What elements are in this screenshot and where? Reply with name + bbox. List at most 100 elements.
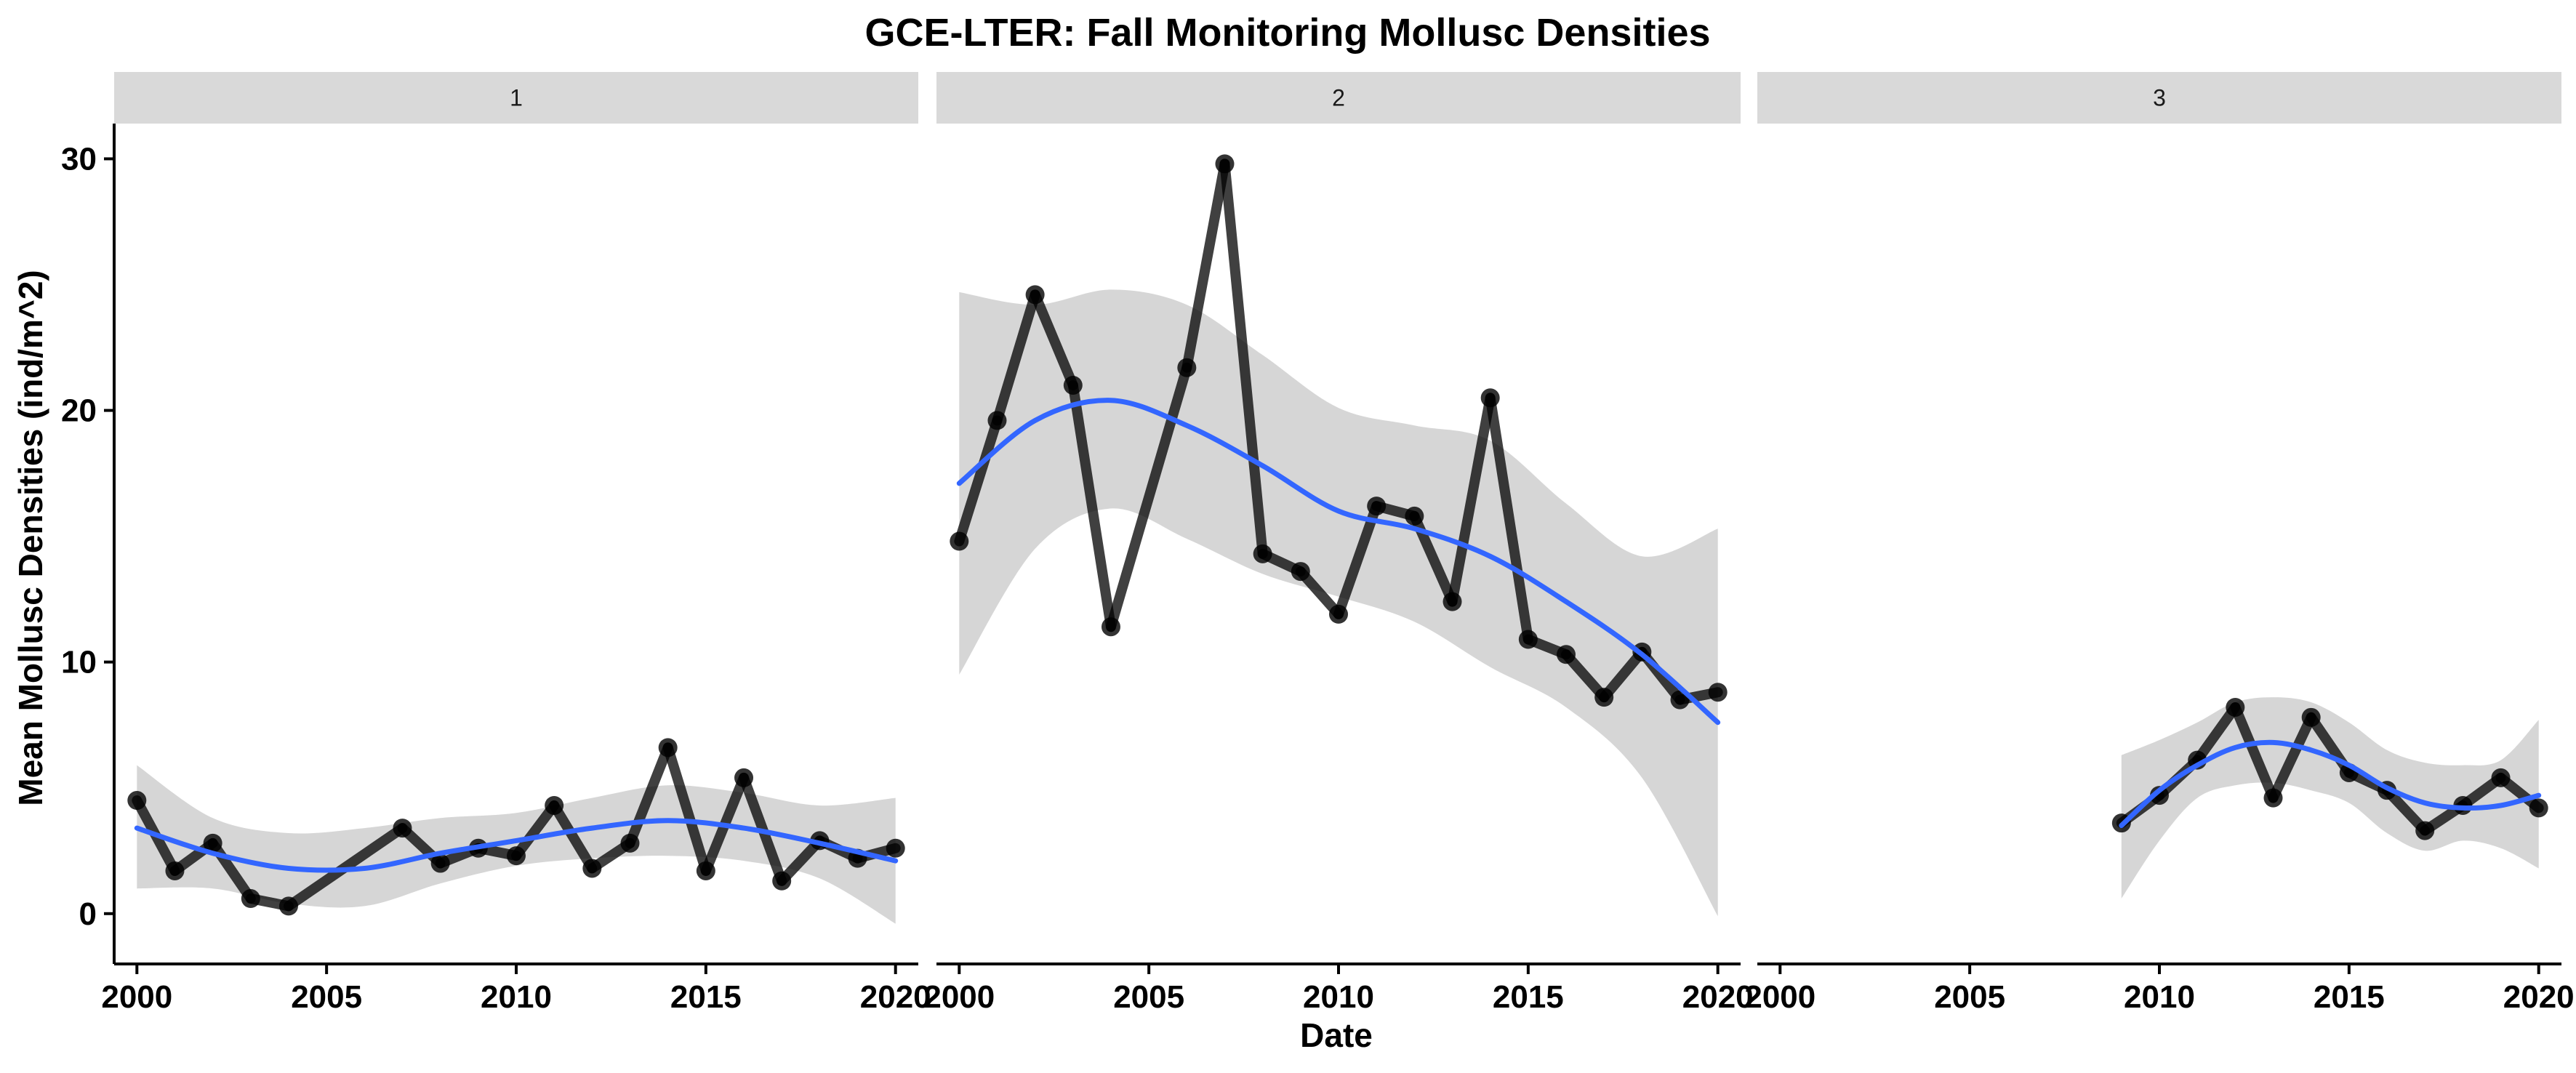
data-point <box>1518 630 1538 649</box>
data-point <box>1480 388 1500 408</box>
data-point <box>165 861 185 880</box>
data-point <box>2415 821 2435 840</box>
data-point <box>241 889 260 909</box>
series-line-segment <box>1219 158 1268 559</box>
data-point <box>734 768 754 787</box>
series-line-segment <box>1295 566 1344 619</box>
data-point <box>772 871 792 891</box>
series-line-segment <box>662 742 711 876</box>
x-tick-label: 2000 <box>1744 979 1815 1015</box>
x-tick-label: 2015 <box>670 979 742 1015</box>
data-point <box>696 861 715 880</box>
facet-strip <box>1757 72 2561 124</box>
x-tick-label: 2020 <box>1682 979 1754 1015</box>
facet-strip-label: 2 <box>1332 85 1345 111</box>
facet-panel-3: 3 2000 2005 2010 2015 2020 <box>1744 72 2575 1015</box>
smooth-trend-line <box>134 818 899 873</box>
data-point <box>987 411 1007 430</box>
series-line-segment <box>625 742 673 848</box>
x-tick-label: 2000 <box>923 979 995 1015</box>
data-point <box>278 896 298 916</box>
data-point <box>1708 683 1728 702</box>
series-line-segment <box>954 415 1003 547</box>
data-point <box>1329 604 1348 624</box>
x-tick-label: 2010 <box>1303 979 1374 1015</box>
x-tick-label: 2005 <box>291 979 362 1015</box>
y-tick-label: 20 <box>61 393 97 429</box>
x-tick-label: 2010 <box>2124 979 2195 1015</box>
facet-strip <box>936 72 1741 124</box>
data-point <box>393 819 412 838</box>
series-line-segment <box>1105 362 1192 632</box>
data-point <box>2226 697 2245 717</box>
series-line-segment <box>2268 712 2316 803</box>
series-line-segment <box>1447 393 1496 607</box>
series-line-segment <box>511 800 560 861</box>
data-point <box>620 833 640 853</box>
data-point <box>582 859 602 878</box>
data-point <box>2263 788 2283 808</box>
facet-panel-2: 2 2000 2005 2010 2015 2020 <box>923 72 1754 1015</box>
facet-strip-label: 1 <box>510 85 523 111</box>
data-point <box>127 791 147 811</box>
confidence-band <box>959 289 1718 917</box>
y-axis-title: Mean Mollusc Densities (ind/m^2) <box>12 270 49 805</box>
data-point <box>2150 786 2169 805</box>
data-point <box>1443 592 1462 611</box>
series-line-segment <box>2192 702 2241 765</box>
series-line-segment <box>283 823 408 912</box>
smooth-trend-line <box>956 398 1721 726</box>
data-point <box>1063 375 1083 395</box>
chart-title: GCE-LTER: Fall Monitoring Mollusc Densit… <box>864 11 1710 55</box>
data-point <box>1177 358 1197 377</box>
data-point <box>2301 707 2321 727</box>
x-tick-label: 2005 <box>1113 979 1184 1015</box>
facet-strip <box>114 72 918 124</box>
y-tick-label: 0 <box>79 896 97 932</box>
confidence-band <box>2121 697 2539 899</box>
series-line-segment <box>1485 393 1533 645</box>
data-point <box>1101 617 1120 637</box>
data-point <box>1025 285 1045 305</box>
series-line-segment <box>1181 158 1230 373</box>
data-point <box>203 833 222 853</box>
data-point <box>658 738 678 757</box>
series-line-segment <box>992 289 1040 426</box>
data-point <box>886 838 905 858</box>
y-tick-label: 30 <box>61 141 97 177</box>
x-tick-label: 2020 <box>860 979 931 1015</box>
x-tick-label: 2010 <box>481 979 552 1015</box>
series-line-segment <box>1333 501 1382 619</box>
data-point <box>2491 768 2511 787</box>
x-tick-label: 2000 <box>101 979 172 1015</box>
x-tick-label: 2015 <box>2314 979 2385 1015</box>
facet-panels: 0 10 20 30 1 2000 2005 2010 2015 2020 2 2000 2005 201… <box>61 72 2575 1015</box>
smooth-trend-line <box>2119 739 2542 829</box>
data-point <box>1594 688 1614 707</box>
data-point <box>430 853 450 873</box>
series-line-segment <box>1030 289 1078 390</box>
y-tick-label: 10 <box>61 645 97 680</box>
data-point <box>1215 154 1235 174</box>
data-point <box>1405 506 1424 526</box>
series-line-segment <box>1599 646 1648 703</box>
data-point <box>507 846 526 866</box>
facet-panel-1: 1 2000 2005 2010 2015 2020 <box>101 72 931 1015</box>
data-point <box>950 531 969 551</box>
data-point <box>2529 798 2548 818</box>
x-axis-title: Date <box>1300 1016 1373 1054</box>
data-point <box>1291 562 1310 582</box>
x-tick-label: 2015 <box>1493 979 1564 1015</box>
x-tick-label: 2005 <box>1934 979 2005 1015</box>
series-line-segment <box>549 800 598 874</box>
facet-strip-label: 3 <box>2153 85 2166 111</box>
series-line-segment <box>1561 649 1610 703</box>
series-line-segment <box>1067 379 1116 632</box>
data-point <box>545 795 564 815</box>
x-tick-label: 2020 <box>2503 979 2575 1015</box>
series-line-segment <box>2230 702 2279 803</box>
data-point <box>1557 645 1576 664</box>
data-point <box>1367 497 1387 516</box>
data-point <box>1253 544 1272 563</box>
